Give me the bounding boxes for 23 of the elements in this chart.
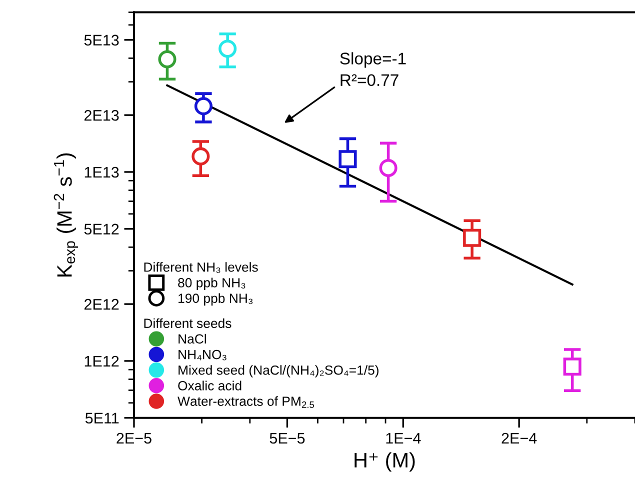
y-tick-label: 5E11 bbox=[85, 412, 119, 424]
x-tick-label: 2E−5 bbox=[116, 432, 152, 444]
text: Different seeds bbox=[144, 318, 232, 328]
y-tick-label: 2E12 bbox=[84, 298, 119, 310]
annotation: Slope=-1 R²=0.77 bbox=[340, 52, 406, 86]
x-axis-title: H⁺ (M) bbox=[354, 452, 415, 472]
legend-label: Mixed seed (NaCl/(NH₄)₂SO₄=1/5) bbox=[178, 365, 378, 378]
legend-label: NaCl bbox=[178, 334, 206, 344]
y-tick-label: 5E12 bbox=[84, 224, 119, 235]
legend-label: 80 ppb NH₃ bbox=[178, 278, 246, 290]
x-tick-label: 2E−4 bbox=[502, 432, 537, 444]
y-tick-label: 1E13 bbox=[84, 166, 119, 178]
y-tick-label: 1E12 bbox=[84, 356, 119, 366]
y-axis-title: K$_{exp}$ (M$^{−2}$ s$^{−1}$) bbox=[54, 153, 78, 276]
text: Different NH₃ levels bbox=[144, 262, 258, 273]
legend-label: Water-extracts of PM$_{2.5}$ bbox=[178, 396, 314, 408]
legend-label: NH₄NO₃ bbox=[178, 350, 226, 360]
legend-label: 190 ppb NH₃ bbox=[178, 293, 253, 306]
x-tick-label: 1E−4 bbox=[386, 432, 421, 444]
x-tick-label: 5E−5 bbox=[270, 432, 305, 444]
y-tick-label: 5E13 bbox=[84, 34, 119, 46]
legend-label: Oxalic acid bbox=[178, 380, 242, 390]
y-tick-label: 2E13 bbox=[84, 110, 119, 121]
